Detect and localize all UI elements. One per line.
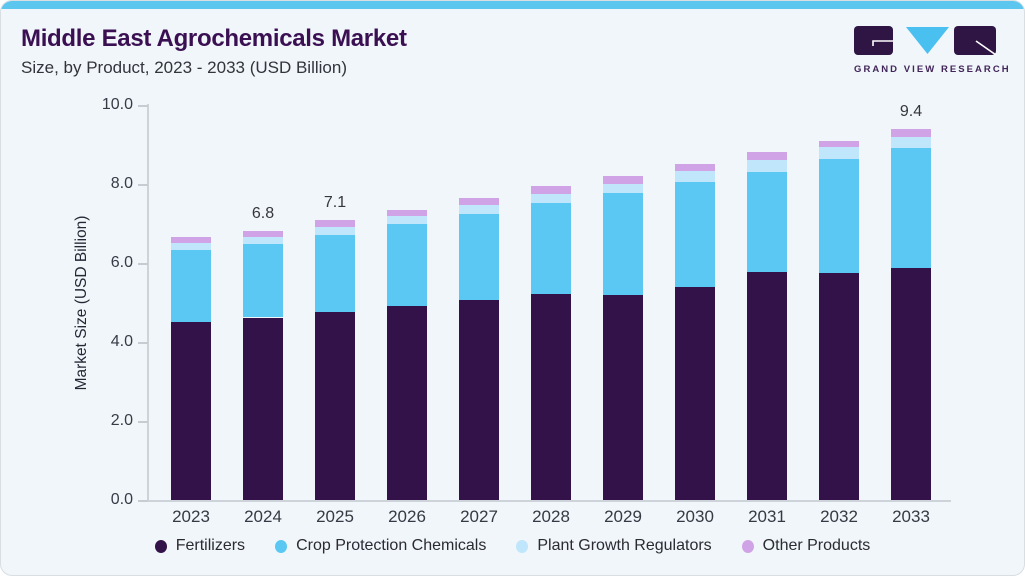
- x-axis-label: 2030: [676, 507, 714, 526]
- bar-segment-2033: [891, 128, 931, 137]
- y-tick-mark: [138, 421, 148, 423]
- bar-segment-2031: [747, 171, 787, 273]
- legend-item: Other Products: [741, 537, 871, 555]
- bar-segment-2030: [675, 182, 715, 288]
- x-axis-label: 2029: [604, 507, 642, 526]
- bar-segment-2030: [675, 171, 715, 183]
- bar-segment-2023: [171, 237, 211, 244]
- logo-g-glyph: [872, 40, 893, 46]
- bar-segment-2031: [747, 152, 787, 160]
- y-tick-mark: [138, 500, 148, 502]
- bar-segment-2029: [603, 294, 643, 500]
- bar-segment-2032: [819, 273, 859, 500]
- x-axis-label: 2023: [172, 507, 210, 526]
- y-tick-label: 6.0: [110, 254, 133, 271]
- bar-segment-2025: [315, 312, 355, 500]
- bar-segment-2027: [459, 204, 499, 215]
- bar-value-label: 9.4: [899, 102, 923, 120]
- x-axis-label: 2026: [388, 507, 426, 526]
- bar-segment-2026: [387, 209, 427, 217]
- bar-segment-2031: [747, 159, 787, 172]
- bar-segment-2029: [603, 183, 643, 194]
- bar-segment-2024: [243, 237, 283, 245]
- y-tick-label: 4.0: [110, 333, 133, 350]
- bar-segment-2030: [675, 287, 715, 500]
- y-tick-label: 10.0: [101, 96, 133, 113]
- bar-segment-2024: [243, 317, 283, 500]
- bar-value-label: 6.8: [251, 205, 275, 223]
- legend-label: Crop Protection Chemicals: [296, 537, 487, 554]
- x-axis-line: [147, 500, 951, 502]
- bar-segment-2024: [243, 231, 283, 238]
- bar-segment-2033: [891, 148, 931, 268]
- bar-segment-2023: [171, 250, 211, 323]
- legend-item: Fertilizers: [154, 537, 246, 555]
- logo-brand-text: GRAND VIEW RESEARCH: [854, 64, 1011, 75]
- legend-dot-icon: [516, 539, 529, 553]
- gvr-logo-marks: [854, 26, 997, 56]
- legend-dot-icon: [275, 539, 288, 553]
- y-tick-label: 0.0: [110, 491, 133, 508]
- page-title: Middle East Agrochemicals Market: [21, 25, 407, 52]
- bar-segment-2029: [603, 193, 643, 295]
- bar-segment-2025: [315, 219, 355, 228]
- logo-r-glyph: [975, 40, 997, 56]
- bar-segment-2026: [387, 306, 427, 500]
- y-tick-mark: [138, 105, 148, 107]
- bar-segment-2028: [531, 202, 571, 295]
- x-axis-label: 2027: [460, 507, 498, 526]
- bar-segment-2026: [387, 216, 427, 225]
- y-tick-label: 8.0: [110, 175, 133, 192]
- bar-segment-2028: [531, 294, 571, 500]
- bar-segment-2032: [819, 140, 859, 147]
- legend-label: Other Products: [762, 537, 871, 554]
- bar-segment-2028: [531, 193, 571, 203]
- bar-segment-2030: [675, 164, 715, 172]
- bar-segment-2033: [891, 136, 931, 149]
- logo-v-triangle: [906, 27, 949, 54]
- bar-segment-2032: [819, 146, 859, 160]
- bar-segment-2023: [171, 322, 211, 500]
- bar-segment-2023: [171, 243, 211, 251]
- bar-segment-2029: [603, 176, 643, 184]
- x-axis-label: 2028: [532, 507, 570, 526]
- bar-segment-2027: [459, 197, 499, 205]
- x-axis-label: 2033: [892, 507, 930, 526]
- y-tick-mark: [138, 263, 148, 265]
- x-axis-label: 2024: [244, 507, 282, 526]
- bar-segment-2024: [243, 244, 283, 318]
- bar-segment-2027: [459, 299, 499, 500]
- legend-label: Plant Growth Regulators: [537, 537, 712, 554]
- bar-segment-2026: [387, 224, 427, 307]
- bar-segment-2033: [891, 267, 931, 500]
- y-tick-label: 2.0: [110, 412, 133, 429]
- bar-segment-2031: [747, 272, 787, 500]
- x-axis-label: 2032: [820, 507, 858, 526]
- bar-segment-2025: [315, 234, 355, 313]
- legend-dot-icon: [154, 539, 167, 553]
- legend: Fertilizers Crop Protection Chemicals Plan…: [1, 537, 1024, 555]
- bar-segment-2027: [459, 214, 499, 300]
- x-axis-label: 2025: [316, 507, 354, 526]
- gvr-logo: GRAND VIEW RESEARCH: [854, 26, 1011, 75]
- bar-value-label: 7.1: [323, 193, 347, 211]
- x-axis-label: 2031: [748, 507, 786, 526]
- page-subtitle: Size, by Product, 2023 - 2033 (USD Billi…: [21, 58, 347, 77]
- legend-label: Fertilizers: [175, 537, 246, 554]
- legend-dot-icon: [741, 539, 754, 553]
- y-tick-mark: [138, 184, 148, 186]
- top-accent-bar: [1, 1, 1024, 9]
- legend-item: Plant Growth Regulators: [516, 537, 712, 555]
- bar-segment-2028: [531, 185, 571, 194]
- y-axis-line: [147, 104, 149, 502]
- bar-segment-2032: [819, 159, 859, 274]
- bar-segment-2025: [315, 227, 355, 235]
- y-tick-mark: [138, 342, 148, 344]
- legend-item: Crop Protection Chemicals: [275, 537, 486, 555]
- y-axis-title: Market Size (USD Billion): [73, 215, 90, 391]
